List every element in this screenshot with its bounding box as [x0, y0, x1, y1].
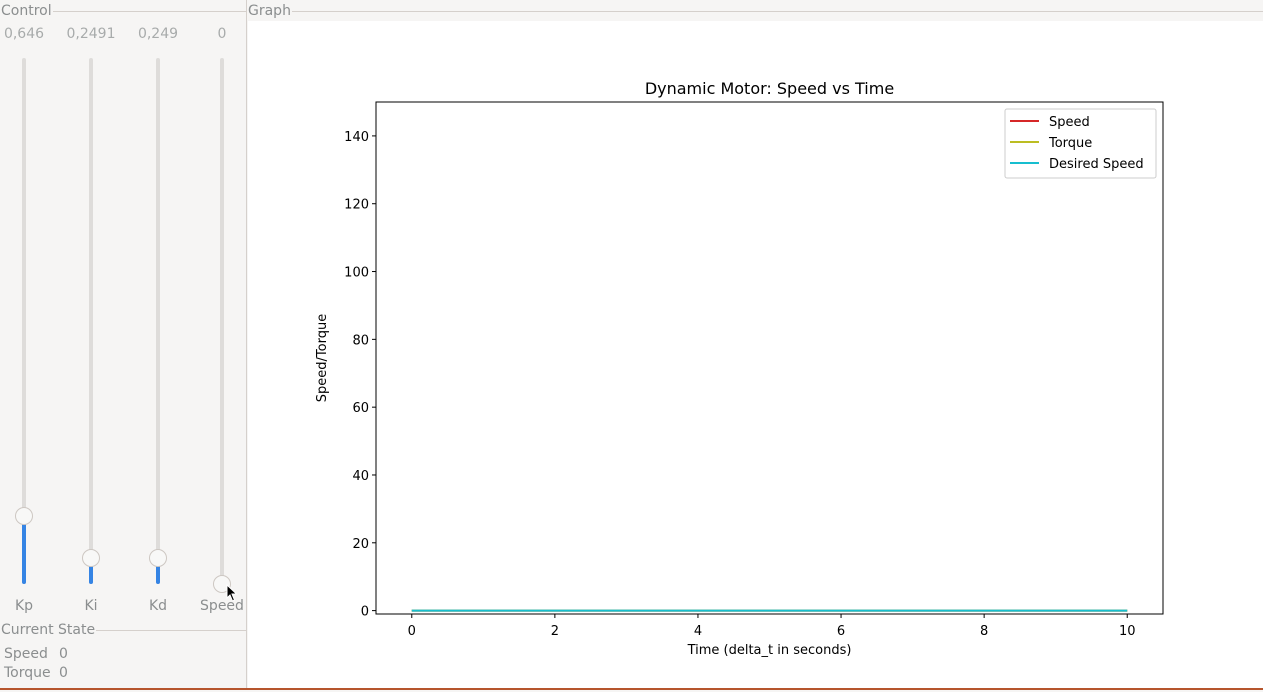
- x-tick-label: 0: [408, 624, 416, 639]
- control-panel: Control 0,646 Kp 0,2491 Ki 0,249 Kd 0 Sp…: [0, 0, 247, 620]
- slider-kd-trough[interactable]: [156, 58, 160, 584]
- legend-box: [1004, 108, 1157, 179]
- legend-label: Torque: [1048, 136, 1092, 151]
- x-tick-label: 10: [1119, 624, 1136, 639]
- plot-frame: [375, 101, 1164, 615]
- slider-speed-value: 0: [217, 26, 227, 42]
- y-tick-label: 20: [352, 537, 369, 552]
- slider-kd-knob[interactable]: [149, 548, 167, 567]
- slider-kp-label: Kp: [14, 598, 34, 614]
- current-state-title: Current State: [0, 622, 97, 638]
- graph-frame-title: Graph: [247, 3, 292, 19]
- slider-ki-label: Ki: [84, 598, 98, 614]
- graph-frame-border: [291, 11, 1263, 12]
- slider-kd-label: Kd: [148, 598, 168, 614]
- slider-ki-fill: [89, 557, 93, 584]
- speed-state-value: 0: [59, 646, 68, 662]
- y-tick-label: 140: [344, 130, 369, 145]
- plot-canvas[interactable]: 0 2 4 6 8 10 0 20 40 60 80 100 120 140 Dynamic Motor: …: [248, 21, 1263, 688]
- slider-kp-knob[interactable]: [15, 506, 33, 525]
- y-tick-label: 120: [344, 198, 369, 213]
- y-tick-label: 60: [352, 401, 369, 416]
- slider-kp-fill: [22, 515, 26, 584]
- graph-panel: Graph 0 2 4 6 8 10 0 20 40 60 80 100 120 140 Dynamic M…: [247, 0, 1263, 688]
- slider-kd-value: 0,249: [137, 26, 179, 42]
- slider-speed[interactable]: 0 Speed: [192, 26, 252, 626]
- slider-ki-knob[interactable]: [82, 548, 100, 567]
- current-state-frame-border: [88, 630, 247, 631]
- y-tick-label: 0: [361, 605, 369, 620]
- slider-speed-trough[interactable]: [220, 58, 224, 584]
- current-state-panel: Current State Speed 0 Torque 0: [0, 620, 247, 688]
- x-axis-label: Time (delta_t in seconds): [687, 643, 852, 658]
- torque-state-value: 0: [59, 665, 68, 681]
- slider-ki[interactable]: 0,2491 Ki: [61, 26, 121, 626]
- x-tick-label: 4: [694, 624, 702, 639]
- x-tick-label: 6: [837, 624, 845, 639]
- x-tick-label: 8: [980, 624, 988, 639]
- panel-divider: [246, 0, 247, 688]
- y-axis-label: Speed/Torque: [315, 314, 330, 402]
- window-bottom-border: [0, 688, 1263, 690]
- y-tick-label: 100: [344, 266, 369, 281]
- chart-title: Dynamic Motor: Speed vs Time: [645, 79, 894, 98]
- slider-kp-value: 0,646: [3, 26, 45, 42]
- x-tick-label: 2: [551, 624, 559, 639]
- slider-speed-label: Speed: [200, 598, 244, 614]
- legend-label: Desired Speed: [1049, 157, 1144, 172]
- slider-kp[interactable]: 0,646 Kp: [0, 26, 54, 626]
- speed-state-label: Speed: [4, 646, 48, 662]
- control-frame-title: Control: [0, 3, 53, 19]
- legend-label: Speed: [1049, 115, 1090, 130]
- mouse-pointer-icon: [226, 584, 238, 602]
- torque-state-label: Torque: [4, 665, 51, 681]
- slider-ki-value: 0,2491: [66, 26, 116, 42]
- slider-kd-fill: [156, 557, 160, 584]
- slider-kd[interactable]: 0,249 Kd: [128, 26, 188, 626]
- y-tick-label: 40: [352, 469, 369, 484]
- speed-state-row: Speed 0: [4, 646, 68, 662]
- y-tick-label: 80: [352, 333, 369, 348]
- slider-kp-trough[interactable]: [22, 58, 26, 584]
- slider-ki-trough[interactable]: [89, 58, 93, 584]
- control-frame-border: [48, 11, 247, 12]
- torque-state-row: Torque 0: [4, 665, 68, 681]
